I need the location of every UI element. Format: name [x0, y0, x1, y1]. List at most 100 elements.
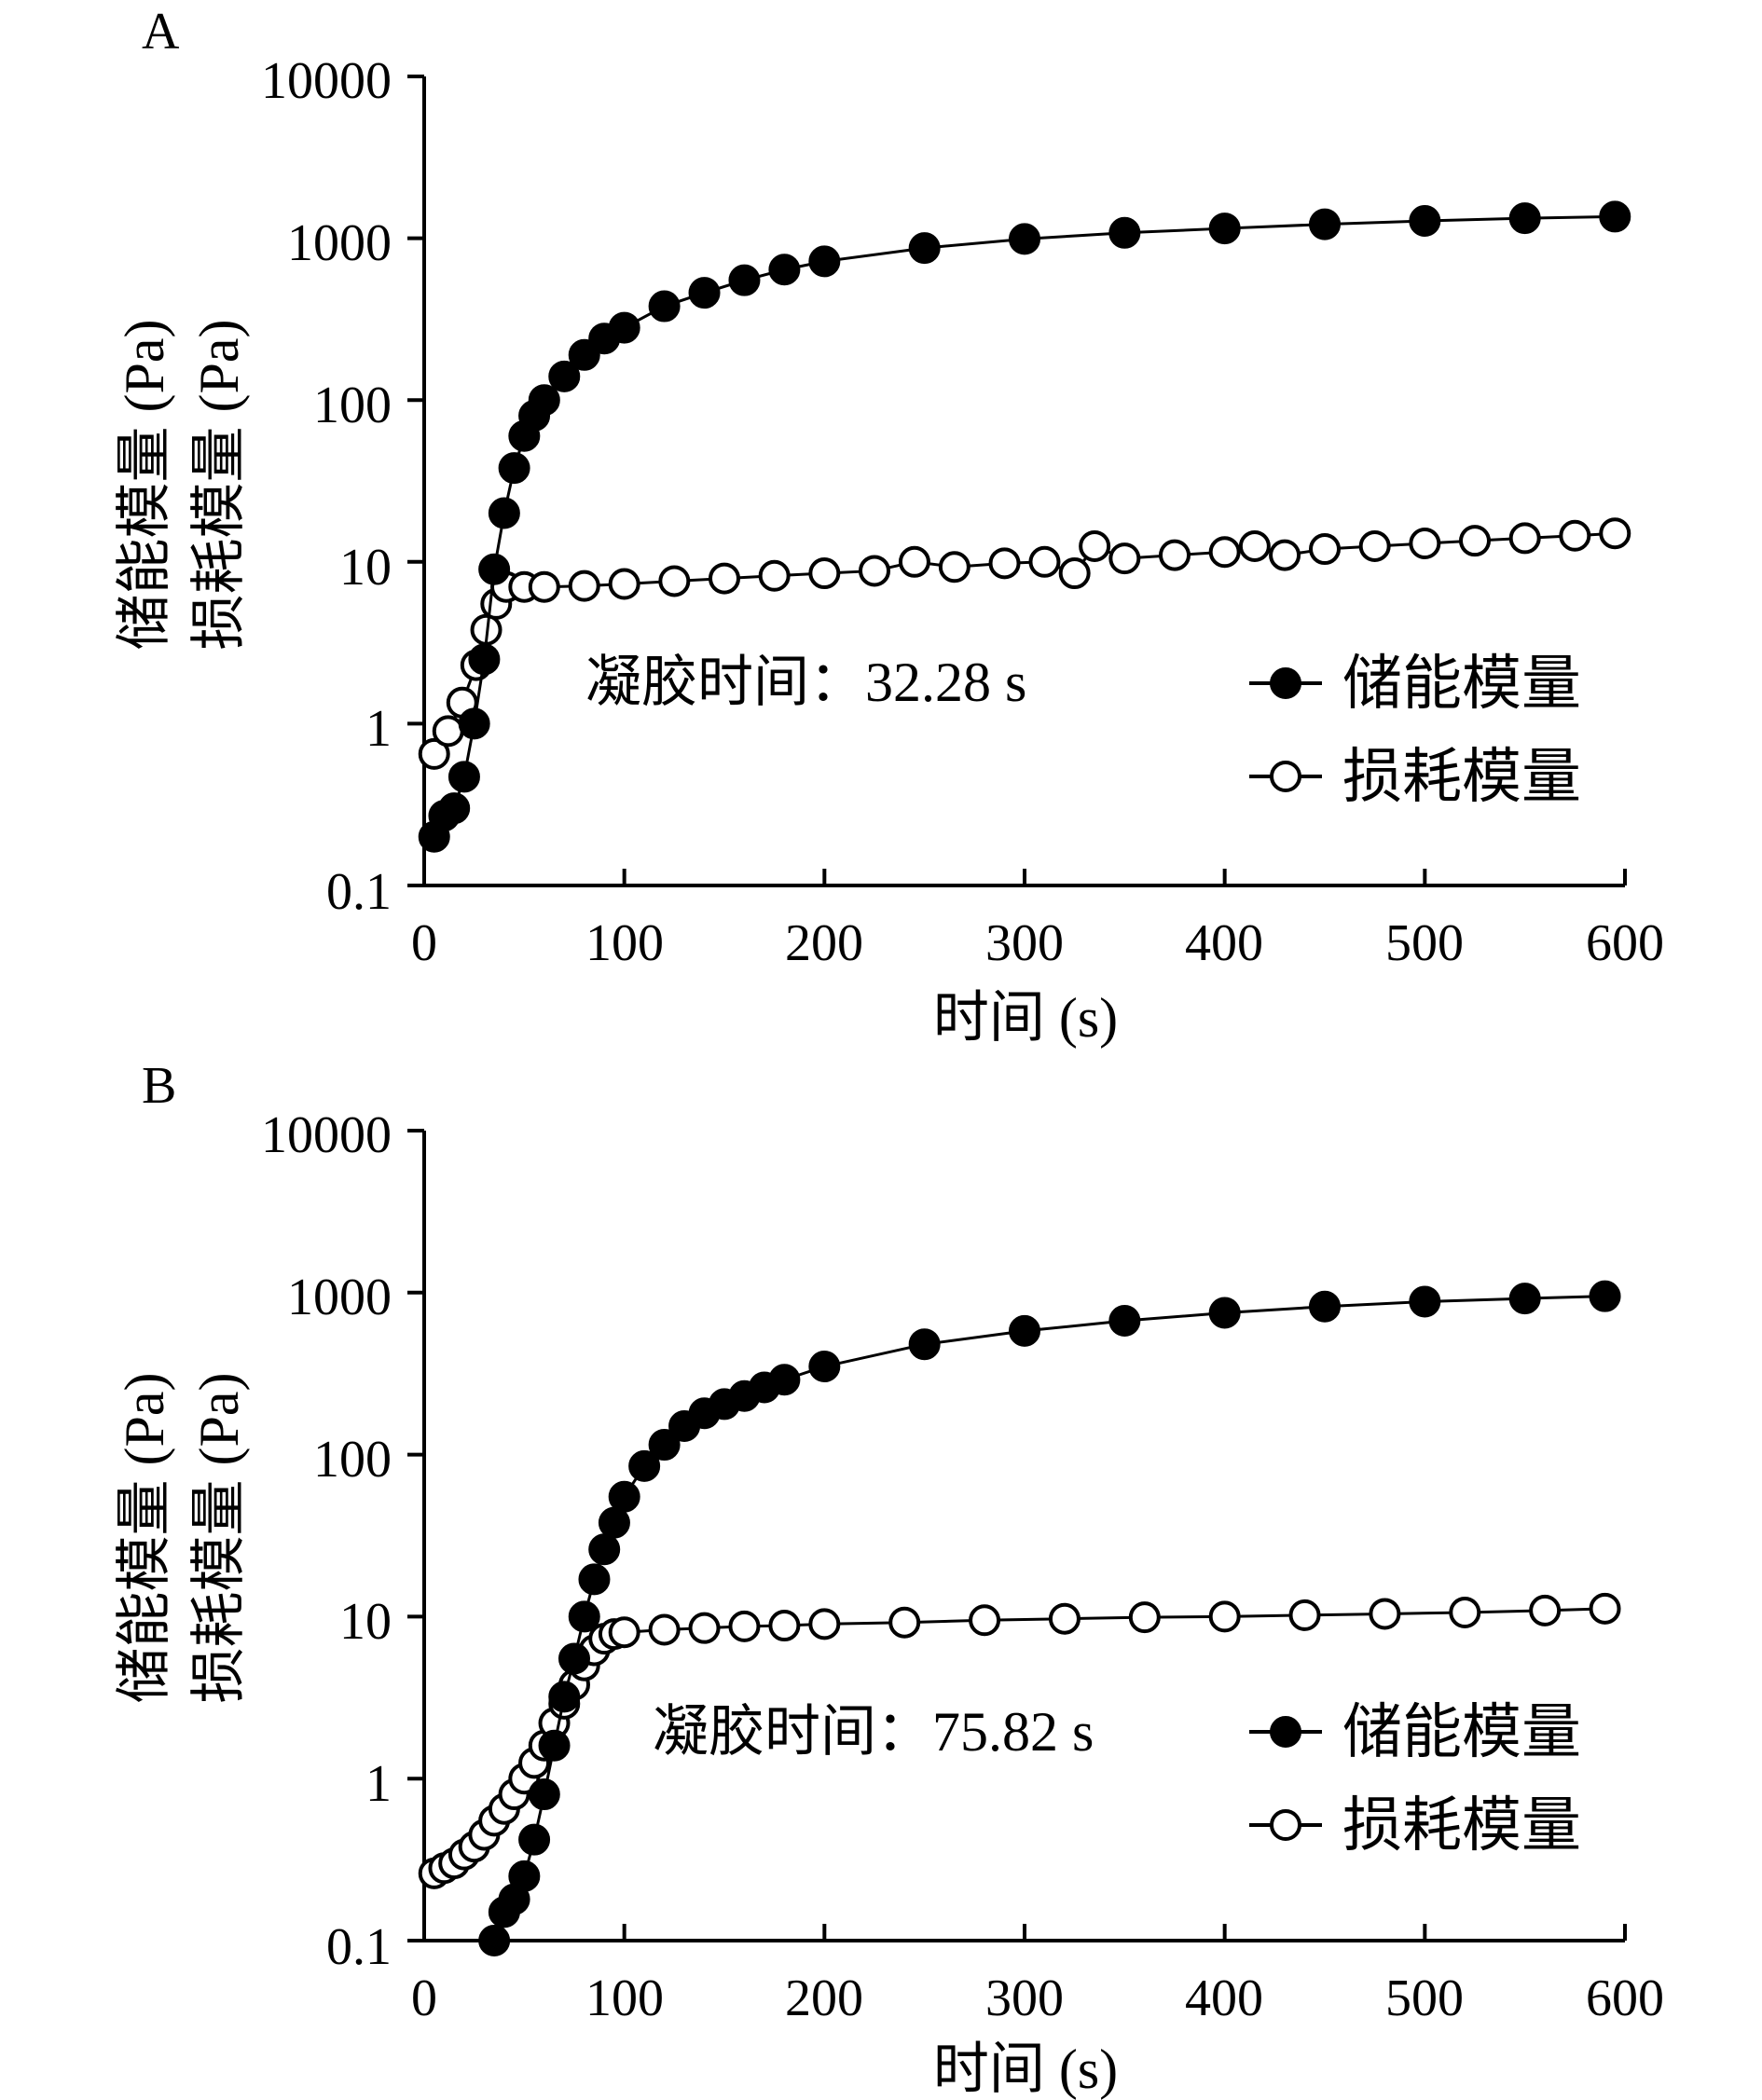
storage-modulus-point — [588, 1533, 621, 1566]
storage-modulus-point — [1409, 204, 1441, 237]
panel-b-label: B — [142, 1057, 176, 1115]
storage-modulus-point — [548, 1681, 581, 1713]
storage-modulus-point — [438, 792, 471, 825]
storage-modulus-point — [608, 311, 640, 344]
storage-modulus-point — [447, 761, 480, 793]
panel-b-axes — [407, 1129, 1627, 1942]
panel-a-y-axis-title-line2: 损耗模量 (Pa) — [188, 320, 250, 651]
storage-modulus-point — [508, 1860, 541, 1892]
storage-modulus-point — [518, 1823, 551, 1856]
panel-b-y-tick-labels: 10000 1000 100 10 1 0.1 — [261, 1106, 392, 1976]
legend-label: 储能模量 — [1342, 1699, 1581, 1765]
storage-modulus-point — [1208, 1297, 1241, 1329]
panel-a-x-tick-label: 200 — [785, 914, 863, 972]
loss-modulus-point — [1559, 519, 1591, 552]
panel-a-x-tick-label: 100 — [585, 914, 664, 972]
legend-filled-marker — [1270, 1716, 1301, 1748]
panel-a-y-tick-label: 10 — [339, 539, 392, 597]
loss-modulus-point — [1589, 1592, 1621, 1625]
storage-modulus-point — [1208, 213, 1241, 245]
loss-modulus-point — [1128, 1601, 1161, 1634]
loss-modulus-point — [1369, 1598, 1401, 1630]
loss-modulus-point — [969, 1604, 1001, 1637]
panel-a-legend-loss-modulus: 损耗模量 — [1249, 744, 1581, 810]
panel-a-y-tick-labels: 10000 1000 100 10 1 0.1 — [261, 52, 392, 921]
loss-modulus-point — [988, 547, 1021, 580]
storage-modulus-point — [458, 707, 490, 740]
loss-modulus-point — [658, 565, 691, 597]
loss-modulus-point — [528, 570, 560, 603]
panel-a-y-tick-label: 1 — [365, 700, 392, 758]
loss-modulus-point — [1269, 539, 1301, 571]
panel-a-x-tick-label: 300 — [985, 914, 1064, 972]
panel-b-y-tick-label: 1 — [365, 1755, 392, 1813]
panel-a-plot-area — [418, 200, 1631, 853]
loss-modulus-point — [859, 555, 890, 587]
panel-a-x-tick-label: 600 — [1586, 914, 1664, 972]
panel-b-x-tick-labels: 0 100 200 300 400 500 600 — [411, 1970, 1664, 2027]
storage-modulus-point — [688, 277, 721, 309]
loss-modulus-point — [1108, 542, 1141, 575]
panel-b-series-storage-modulus — [478, 1280, 1621, 1956]
loss-modulus-point — [808, 557, 841, 590]
panel-b-x-tick-label: 300 — [985, 1970, 1064, 2027]
loss-modulus-point — [758, 559, 791, 592]
panel-b-x-tick-label: 0 — [411, 1970, 437, 2027]
panel-b-legend-storage-modulus: 储能模量 — [1249, 1699, 1581, 1765]
loss-modulus-point — [1208, 536, 1241, 569]
storage-modulus-point — [808, 245, 841, 278]
loss-modulus-point — [432, 715, 464, 748]
panel-b-plot-area — [418, 1280, 1621, 1956]
panel-a-y-tick-label: 100 — [313, 377, 392, 434]
panel-a-gel-time-annotation: 凝胶时间：32.28 s — [585, 652, 1026, 713]
panel-b-y-tick-label: 100 — [313, 1431, 392, 1489]
loss-modulus-point — [709, 562, 740, 595]
storage-modulus-point — [648, 1429, 681, 1462]
panel-b-x-tick-label: 200 — [785, 1970, 863, 2027]
storage-modulus-point — [908, 232, 941, 265]
storage-modulus-point — [648, 290, 681, 323]
loss-modulus-point — [1048, 1602, 1081, 1635]
panel-a-legend: 储能模量 损耗模量 — [1249, 651, 1581, 810]
storage-modulus-point — [478, 553, 511, 585]
loss-modulus-point — [1288, 1599, 1321, 1631]
panel-b-x-axis-title: 时间 (s) — [933, 2038, 1118, 2100]
storage-modulus-point — [568, 338, 600, 371]
loss-modulus-point — [1409, 528, 1441, 560]
panel-b: B 10000 1000 100 10 1 0.1 0 100 200 300 … — [114, 1057, 1664, 2100]
storage-modulus-point — [1009, 1314, 1040, 1347]
panel-a-y-axis-title-line1: 储能模量 (Pa) — [114, 320, 175, 651]
loss-modulus-point — [1058, 557, 1091, 590]
loss-modulus-point — [1079, 529, 1111, 562]
loss-modulus-point — [808, 1608, 841, 1640]
panel-b-y-tick-label: 1000 — [287, 1269, 392, 1326]
panel-a-x-tick-label: 500 — [1385, 914, 1464, 972]
panel-a-x-tick-labels: 0 100 200 300 400 500 600 — [411, 914, 1664, 972]
storage-modulus-point — [578, 1563, 611, 1596]
storage-modulus-point — [1589, 1280, 1621, 1312]
storage-modulus-point — [1309, 1290, 1341, 1323]
legend-open-marker — [1270, 1809, 1301, 1841]
loss-modulus-point — [1459, 525, 1491, 557]
panel-b-series-loss-modulus — [418, 1592, 1621, 1889]
storage-modulus-point — [488, 497, 520, 529]
storage-modulus-point — [598, 1506, 630, 1539]
loss-modulus-point — [1508, 522, 1541, 555]
panel-a: A 10000 1000 100 10 1 0.1 0 100 200 300 … — [114, 3, 1664, 1049]
loss-modulus-point — [1309, 533, 1341, 566]
loss-modulus-point — [728, 1610, 761, 1642]
storage-modulus-point — [1508, 1283, 1541, 1315]
legend-label: 损耗模量 — [1342, 1792, 1581, 1859]
loss-modulus-point — [938, 551, 970, 583]
storage-modulus-point — [768, 254, 801, 286]
legend-open-marker — [1270, 761, 1301, 792]
storage-modulus-point — [1108, 1305, 1141, 1338]
storage-modulus-point — [498, 452, 530, 485]
loss-modulus-point — [648, 1613, 681, 1646]
loss-modulus-point — [1449, 1597, 1481, 1629]
loss-modulus-point — [1028, 545, 1061, 578]
panel-b-y-tick-label: 10 — [339, 1593, 392, 1651]
panel-a-x-tick-label: 0 — [411, 914, 437, 972]
storage-modulus-point — [768, 1364, 801, 1396]
storage-modulus-point — [538, 1729, 571, 1762]
